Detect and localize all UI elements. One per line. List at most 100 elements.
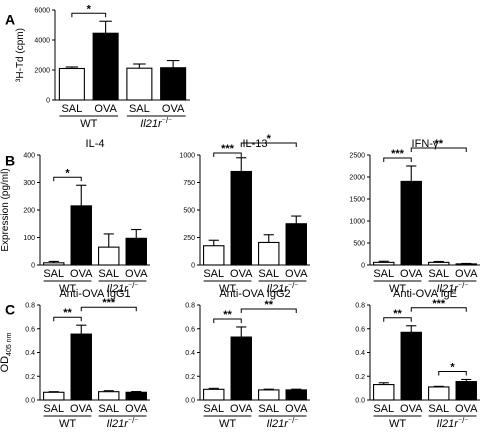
significance-bracket <box>213 152 242 157</box>
y-tick-label: 0 <box>191 263 195 270</box>
y-tick-label: 250 <box>183 235 195 242</box>
y-tick-label: 1500 <box>349 197 365 204</box>
bar <box>455 381 477 401</box>
y-tick-label: 2000 <box>349 175 365 182</box>
x-tick-label: SAL <box>428 268 449 280</box>
x-tick-label: OVA <box>125 268 148 280</box>
bar <box>98 246 120 266</box>
significance-label: *** <box>221 143 235 155</box>
group-label: Il21r⁻/⁻ <box>436 416 468 430</box>
y-axis-label-main: OD <box>0 356 11 373</box>
bar <box>258 241 280 266</box>
y-tick-label: 300 <box>23 180 35 187</box>
bar <box>428 386 450 401</box>
significance-bracket <box>53 176 82 182</box>
group-label: Il21r⁻/⁻ <box>106 281 138 295</box>
significance-label: ** <box>63 307 72 319</box>
panel-letter: A <box>5 11 15 27</box>
y-tick-label: 500 <box>353 241 365 248</box>
significance-label: * <box>65 167 70 179</box>
y-axis-label: ³H-Td (cpm) <box>15 28 26 82</box>
y-tick-label: 0 <box>361 263 365 270</box>
group-label: Il21r⁻/⁻ <box>436 281 468 295</box>
significance-label: *** <box>432 298 446 310</box>
group-label: WT <box>219 418 236 430</box>
bar <box>126 67 153 101</box>
bar <box>70 205 92 266</box>
y-tick-label: 0.8 <box>355 303 365 310</box>
chart-panel-6: Anti-OVA IgG2 0.0 0.2 0.4 0.6 0.8 SAL OVA SAL OVA… <box>185 288 310 430</box>
y-tick-label: 500 <box>183 208 195 215</box>
x-tick-label: SAL <box>428 403 449 415</box>
x-tick-label: SAL <box>43 403 64 415</box>
group-label: Il21r⁻/⁻ <box>266 416 298 430</box>
x-tick-label: SAL <box>258 268 279 280</box>
y-tick-label: 200 <box>23 208 35 215</box>
group-label: WT <box>59 283 76 295</box>
y-tick-label: 0.6 <box>185 326 195 333</box>
bar <box>125 391 147 401</box>
y-tick-label: 0.4 <box>25 350 35 357</box>
panel-letter: B <box>5 152 15 168</box>
chart-panel-2: B IL-4 0 100 200 300 400 Expression (pg/ml) SAL O… <box>0 138 150 295</box>
x-tick-label: OVA <box>230 403 253 415</box>
x-tick-label: OVA <box>285 403 308 415</box>
chart-title: Anti-OVA IgG2 <box>219 288 290 300</box>
group-label: WT <box>389 418 406 430</box>
significance-label: ** <box>264 299 273 311</box>
y-tick-label: 0.2 <box>355 374 365 381</box>
x-tick-label: OVA <box>285 268 308 280</box>
y-axis-label: OD405 nm <box>0 332 13 372</box>
bar <box>125 237 147 266</box>
x-tick-label: OVA <box>70 268 93 280</box>
x-tick-label: SAL <box>373 268 394 280</box>
bar <box>230 336 252 401</box>
bar <box>230 170 252 266</box>
y-tick-label: 0 <box>31 263 35 270</box>
significance-bracket <box>383 157 412 162</box>
chart-panel-4: IFN-γ 0 500 1000 1500 2000 2500 SAL OVA SAL OVA WT I… <box>349 138 480 295</box>
significance-label: * <box>450 361 455 373</box>
y-axis-label: Expression (pg/ml) <box>0 168 11 251</box>
significance-label: * <box>87 3 92 15</box>
chart-title: IFN-γ <box>412 138 439 150</box>
significance-bracket <box>53 316 82 322</box>
x-tick-label: OVA <box>70 403 93 415</box>
bar <box>70 333 92 401</box>
x-tick-label: OVA <box>94 103 117 115</box>
significance-bracket <box>80 306 137 312</box>
y-tick-label: 0 <box>46 98 50 105</box>
y-tick-label: 0.4 <box>355 350 365 357</box>
significance-bracket <box>438 370 467 376</box>
y-tick-label: 0.8 <box>185 303 195 310</box>
bar <box>455 263 477 266</box>
x-tick-label: OVA <box>455 268 478 280</box>
bar <box>43 391 65 401</box>
x-tick-label: SAL <box>98 403 119 415</box>
group-label: Il21r⁻/⁻ <box>266 281 298 295</box>
y-tick-label: 0.6 <box>355 326 365 333</box>
chart-panel-7: Anti-OVA IgE 0.0 0.2 0.4 0.6 0.8 SAL OVA SAL OVA W… <box>355 288 480 430</box>
x-tick-label: SAL <box>129 103 150 115</box>
y-tick-label: 0.0 <box>355 398 365 405</box>
chart-panel-1: A 0 2000 4000 6000 ³H-Td (cpm) SAL OVA SAL OVA WT I… <box>5 3 190 130</box>
group-label: Il21r⁻/⁻ <box>140 116 172 130</box>
x-tick-label: OVA <box>455 403 478 415</box>
y-tick-label: 400 <box>23 153 35 160</box>
y-tick-label: 0.0 <box>185 398 195 405</box>
y-tick-label: 0.2 <box>185 374 195 381</box>
x-tick-label: SAL <box>61 103 82 115</box>
significance-label: ** <box>434 138 443 150</box>
bar <box>285 223 307 266</box>
significance-bracket <box>213 318 242 323</box>
bar <box>373 384 395 401</box>
significance-bracket <box>383 317 412 322</box>
bar <box>258 389 280 401</box>
significance-bracket <box>410 147 467 152</box>
significance-label: ** <box>223 309 232 321</box>
bar <box>98 391 120 401</box>
group-label: WT <box>59 418 76 430</box>
x-tick-label: SAL <box>258 403 279 415</box>
significance-bracket <box>410 307 467 312</box>
y-axis-label-sub: 405 nm <box>6 332 13 356</box>
